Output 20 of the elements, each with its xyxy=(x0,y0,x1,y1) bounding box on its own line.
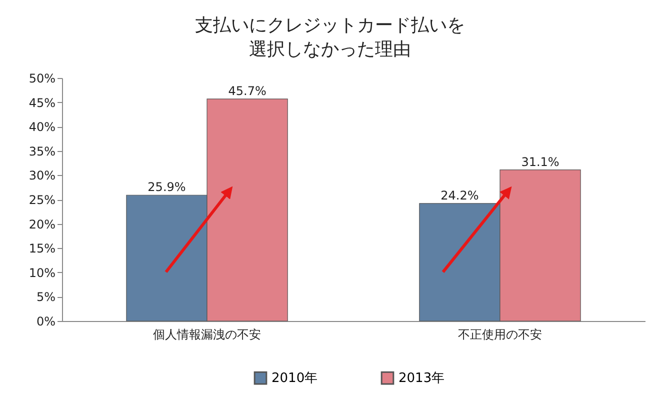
y-tick-label: 0% xyxy=(36,314,56,328)
y-tick-label: 5% xyxy=(36,290,56,304)
data-label: 25.9% xyxy=(148,180,186,194)
y-tick-label: 30% xyxy=(28,168,56,183)
chart-title: 支払いにクレジットカード払いを選択しなかった理由 xyxy=(194,14,466,62)
y-tick-label: 25% xyxy=(28,193,56,207)
data-label: 24.2% xyxy=(440,188,479,202)
x-tick-label: 個人情報漏洩の不安 xyxy=(153,328,262,342)
y-tick-label: 50% xyxy=(28,72,56,86)
data-label: 31.1% xyxy=(521,154,560,169)
legend-label: 2013年 xyxy=(398,371,445,386)
y-tick-label: 20% xyxy=(28,217,56,232)
y-tick-label: 45% xyxy=(28,96,56,110)
y-tick-label: 35% xyxy=(28,144,56,158)
data-label: 45.7% xyxy=(228,84,266,98)
legend-label: 2010年 xyxy=(272,371,318,386)
y-tick-label: 15% xyxy=(28,242,56,256)
y-tick-label: 40% xyxy=(28,120,56,134)
y-tick-label: 10% xyxy=(28,266,56,280)
x-tick-label: 不正使用の不安 xyxy=(458,328,542,342)
